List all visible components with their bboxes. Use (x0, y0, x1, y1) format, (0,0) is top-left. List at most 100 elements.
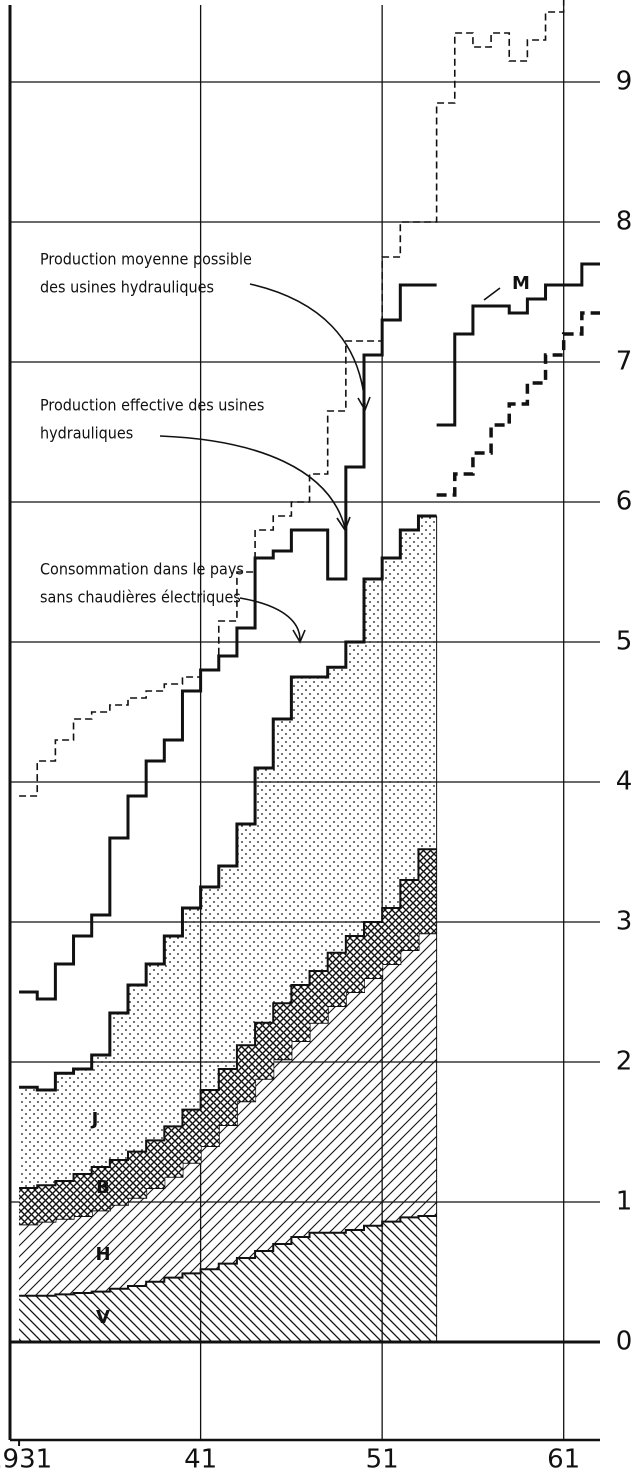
stacked-segment (200, 1269, 220, 1342)
stacked-segment (146, 964, 165, 1141)
step-line (19, 283, 437, 1001)
stacked-segment (345, 992, 365, 1230)
stacked-segment (218, 866, 238, 1069)
segment-label: J (90, 1109, 99, 1130)
stacked-segment (382, 908, 401, 964)
stacked-segment (364, 1225, 383, 1342)
annotation: des usines hydrauliques (40, 278, 214, 297)
stacked-segment (418, 516, 437, 850)
segment-label: H (95, 1244, 110, 1265)
stacked-segment (382, 1221, 401, 1342)
stacked-segment (200, 1146, 220, 1270)
line-label: M (512, 273, 530, 294)
stacked-segment (91, 1167, 111, 1211)
stacked-segment (91, 1291, 111, 1342)
stacked-segment (128, 1151, 147, 1198)
stacked-segment (182, 1273, 201, 1342)
step-line (436, 262, 600, 427)
stacked-segment (73, 1174, 92, 1216)
y-tick-label: 0 (616, 1327, 633, 1357)
stacked-segment (128, 1197, 147, 1286)
stacked-segment (164, 1126, 183, 1177)
stacked-segment (418, 933, 437, 1216)
stacked-segment (109, 1160, 129, 1205)
stacked-segment (55, 1073, 74, 1181)
stacked-segment (200, 1090, 220, 1146)
stacked-segment (146, 1140, 165, 1188)
stacked-segment (218, 1125, 238, 1264)
stacked-segment (255, 1078, 274, 1251)
stacked-segment (128, 1286, 147, 1342)
stacked-segment (182, 1162, 201, 1274)
stacked-segment (91, 1055, 111, 1167)
arrow-head (357, 396, 371, 412)
stacked-segment (164, 936, 183, 1127)
stacked-segment (345, 642, 365, 936)
stacked-segment (309, 1232, 328, 1342)
stacked-segment (164, 1277, 183, 1342)
annotation: Production moyenne possible (40, 250, 252, 269)
stacked-segment (19, 1224, 38, 1296)
stacked-segment (418, 1216, 437, 1342)
y-tick-label: 1 (616, 1187, 633, 1217)
stacked-segment (55, 1294, 74, 1342)
segment-outline (19, 514, 437, 1092)
stacked-segment (364, 978, 383, 1226)
arrow (483, 287, 501, 301)
stacked-segment (364, 922, 383, 978)
x-tick-label: 61 (547, 1445, 580, 1472)
stacked-segment (146, 1281, 165, 1342)
stacked-segment (400, 950, 419, 1218)
stacked-segment (291, 985, 310, 1041)
stacked-segment (273, 1059, 292, 1244)
texts: 0 1 2 3 4 5 6 7 8 9 1931 41 51 61 V H B J M Production moye… (0, 67, 632, 1472)
stacked-segment (327, 1006, 347, 1233)
y-tick-label: 9 (616, 67, 633, 97)
y-tick-label: 8 (616, 207, 633, 237)
stacked-segment (291, 1041, 310, 1237)
stacked-segment (327, 952, 347, 1006)
lines (19, 0, 600, 1001)
annotation: hydrauliques (40, 424, 133, 443)
stacked-segment (37, 1185, 56, 1222)
stacked-segment (37, 1221, 56, 1296)
stacked-segment (400, 530, 419, 880)
stacked-segment (345, 1230, 365, 1342)
step-line (19, 0, 565, 797)
stacked-segment (55, 1218, 74, 1295)
arrow-head (336, 516, 351, 532)
stacked-segment (182, 1109, 201, 1163)
stacked-segment (400, 880, 419, 950)
stacked-segment (37, 1295, 56, 1342)
y-tick-label: 3 (616, 907, 633, 937)
stacked-segment (327, 667, 347, 953)
y-tick-label: 5 (616, 627, 633, 657)
stacked-segment (19, 1087, 38, 1188)
stacked-segment (73, 1216, 92, 1293)
stacked-segment (345, 936, 365, 992)
y-tick-label: 4 (616, 767, 633, 797)
stacked-segment (73, 1293, 92, 1342)
stacked-segment (236, 1258, 256, 1342)
stacked-segment (236, 1045, 256, 1102)
stacked-segment (109, 1288, 129, 1342)
y-tick-label: 6 (616, 487, 633, 517)
stacked-segment (182, 908, 201, 1110)
stacked-segment (327, 1232, 347, 1342)
annotation: Production effective des usines (40, 396, 264, 415)
stacked-segment (291, 677, 310, 985)
stacked-segment (255, 1022, 274, 1079)
stacked-segment (19, 1295, 38, 1342)
stacked-segment (200, 887, 220, 1090)
stacked-segment (382, 558, 401, 908)
stacked-segment (255, 768, 274, 1023)
arrow (249, 283, 366, 406)
x-tick-label: 51 (366, 1445, 399, 1472)
stacked-segment (146, 1188, 165, 1282)
arrow (159, 435, 346, 529)
arrow (239, 597, 301, 641)
areas (19, 514, 438, 1342)
y-tick-label: 7 (616, 347, 633, 377)
y-tick-label: 2 (616, 1047, 633, 1077)
stacked-segment (55, 1181, 74, 1219)
